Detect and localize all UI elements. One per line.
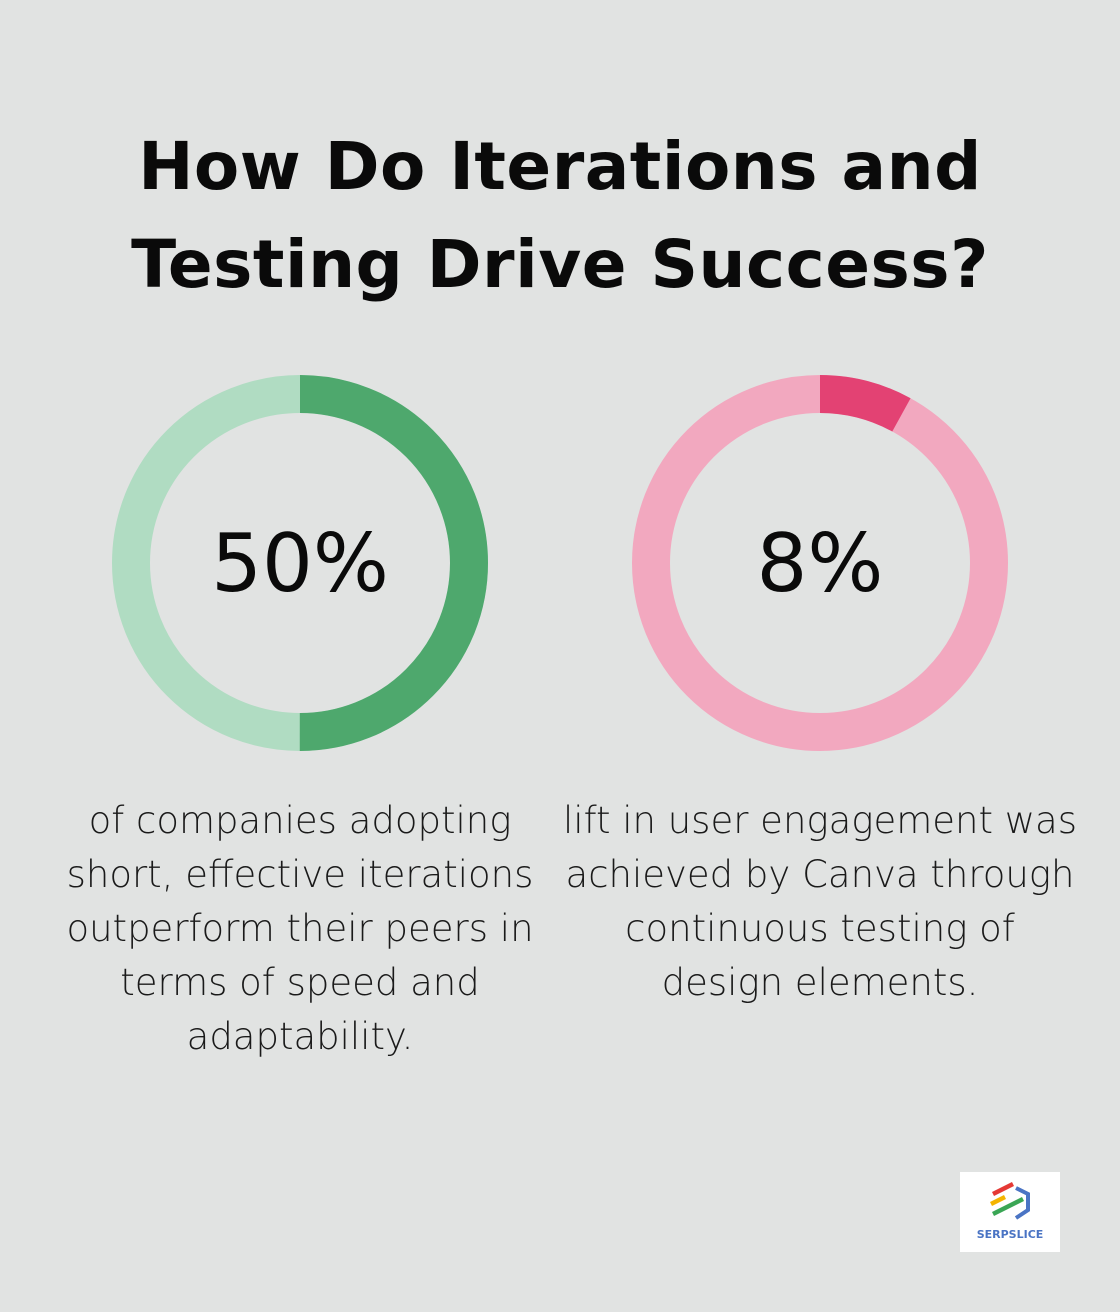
- donut-fill-2: [632, 375, 1008, 751]
- donut-fill-1: [112, 375, 488, 751]
- donut-chart-1: 50%: [112, 375, 488, 751]
- donut-value-2: 8%: [756, 516, 884, 610]
- logo-mark-icon: [990, 1182, 1030, 1220]
- donut-svg-1: [112, 375, 488, 751]
- donut-value-1: 50%: [211, 516, 389, 610]
- logo-text: SERPSLICE: [976, 1228, 1044, 1241]
- serpslice-logo: SERPSLICE: [960, 1172, 1060, 1252]
- donut-svg-2: [632, 375, 1008, 751]
- stat-description-2: lift in user engagement was achieved by …: [563, 799, 1077, 1004]
- page-title: How Do Iterations and Testing Drive Succ…: [131, 128, 989, 303]
- stat-description-1: of companies adopting short, effective i…: [66, 799, 534, 1058]
- donut-chart-2: 8%: [632, 375, 1008, 751]
